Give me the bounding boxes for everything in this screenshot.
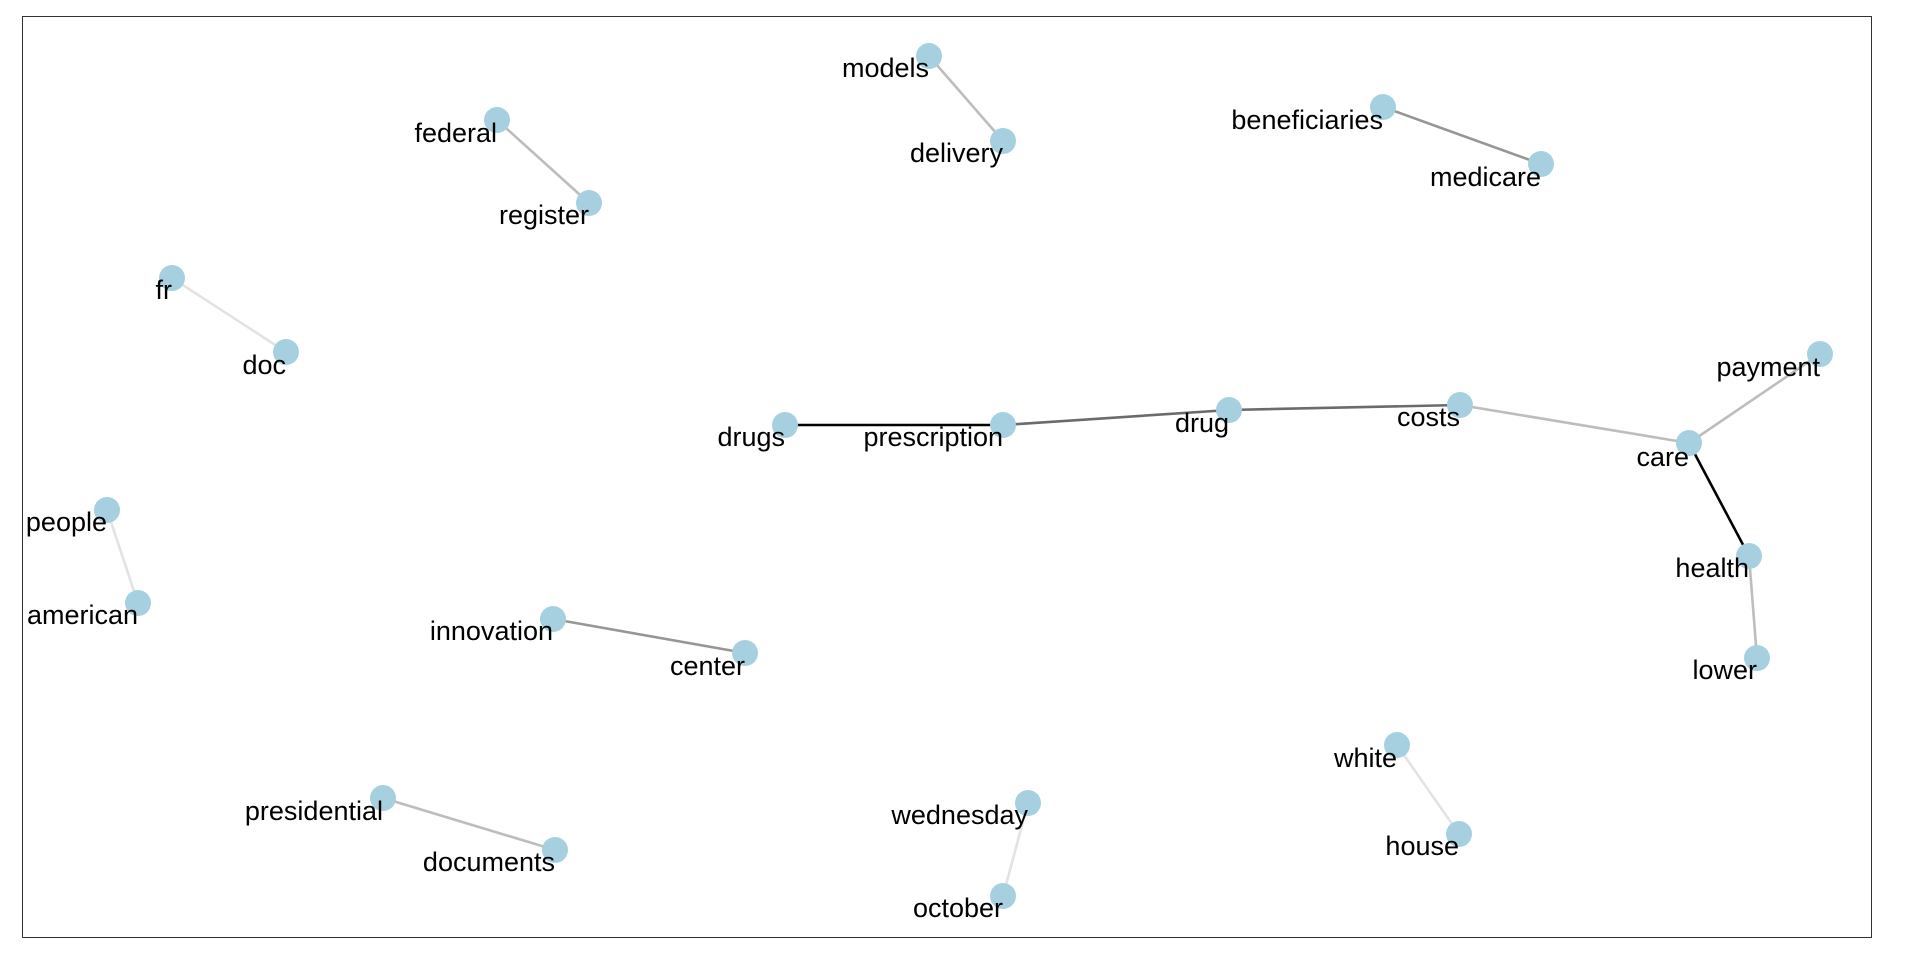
node-label-care: care	[1636, 442, 1689, 472]
node-documents	[542, 837, 568, 863]
node-label-delivery: delivery	[910, 138, 1004, 168]
node-label-medicare: medicare	[1430, 162, 1541, 192]
node-october	[990, 883, 1016, 909]
edge-people-american	[105, 508, 140, 605]
node-label-doc: doc	[242, 350, 286, 380]
edge-presidential-documents	[381, 796, 557, 852]
edge-white-house	[1395, 743, 1461, 836]
edge-health-lower	[1747, 554, 1759, 660]
node-label-drug: drug	[1175, 408, 1229, 438]
node-label-lower: lower	[1692, 655, 1757, 685]
node-label-payment: payment	[1716, 352, 1820, 382]
node-house	[1446, 821, 1472, 847]
node-label-health: health	[1675, 553, 1749, 583]
node-label-presidential: presidential	[245, 796, 383, 826]
node-register	[576, 190, 602, 216]
edges-layer	[105, 54, 1822, 898]
node-label-american: american	[27, 600, 138, 630]
edge-federal-register	[495, 118, 591, 205]
node-doc	[273, 339, 299, 365]
node-health	[1736, 543, 1762, 569]
node-wednesday	[1015, 790, 1041, 816]
node-prescription	[990, 412, 1016, 438]
edge-models-delivery	[927, 54, 1005, 143]
edge-costs-care	[1458, 403, 1691, 445]
node-label-register: register	[499, 200, 589, 230]
node-presidential	[370, 785, 396, 811]
node-care	[1676, 430, 1702, 456]
node-label-prescription: prescription	[863, 422, 1003, 452]
edge-care-payment	[1687, 352, 1822, 445]
node-costs	[1447, 392, 1473, 418]
node-federal	[484, 107, 510, 133]
node-innovation	[540, 606, 566, 632]
labels-layer: models delivery federal register beneficiari…	[26, 53, 1821, 923]
node-label-innovation: innovation	[430, 616, 553, 646]
node-center	[732, 640, 758, 666]
node-american	[125, 590, 151, 616]
node-label-white: white	[1333, 743, 1397, 773]
node-label-wednesday: wednesday	[890, 800, 1028, 830]
edge-innovation-center	[551, 617, 747, 655]
node-label-models: models	[842, 53, 929, 83]
node-label-house: house	[1385, 831, 1459, 861]
node-people	[94, 497, 120, 523]
node-label-center: center	[670, 651, 745, 681]
node-label-beneficiaries: beneficiaries	[1231, 105, 1383, 135]
node-label-documents: documents	[423, 847, 555, 877]
edge-beneficiaries-medicare	[1381, 105, 1543, 166]
node-medicare	[1528, 151, 1554, 177]
edge-wednesday-october	[1001, 801, 1030, 898]
node-drugs	[772, 412, 798, 438]
node-fr	[159, 265, 185, 291]
node-label-fr: fr	[156, 275, 173, 305]
nodes-layer	[94, 43, 1833, 909]
edge-care-health	[1687, 441, 1751, 558]
node-label-federal: federal	[414, 118, 497, 148]
edge-prescription-drug	[1001, 408, 1231, 427]
node-white	[1384, 732, 1410, 758]
node-label-people: people	[26, 507, 107, 537]
node-label-costs: costs	[1397, 402, 1460, 432]
node-label-october: october	[913, 893, 1003, 923]
node-drug	[1216, 397, 1242, 423]
node-models	[916, 43, 942, 69]
node-label-drugs: drugs	[717, 422, 785, 452]
node-delivery	[990, 128, 1016, 154]
edge-fr-doc	[170, 276, 288, 354]
node-lower	[1744, 645, 1770, 671]
edge-drug-costs	[1227, 403, 1462, 412]
plot-frame	[22, 16, 1872, 938]
node-payment	[1807, 341, 1833, 367]
node-beneficiaries	[1370, 94, 1396, 120]
